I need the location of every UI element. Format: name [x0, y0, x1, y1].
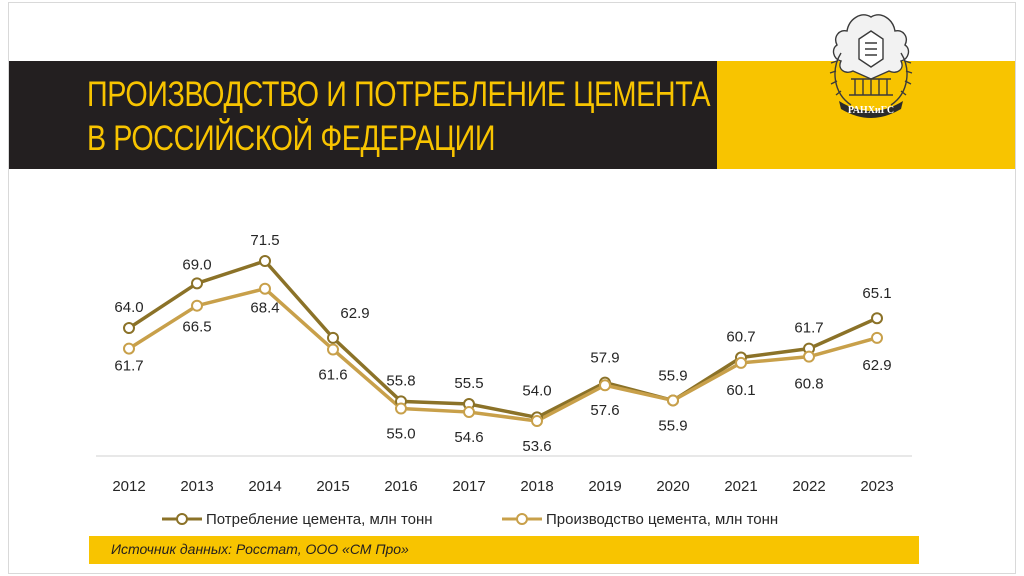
x-tick-label-2018: 2018 — [520, 478, 553, 495]
consumption-legend-label: Потребление цемента, млн тонн — [206, 511, 433, 528]
production-label-2018: 53.6 — [522, 438, 551, 455]
x-tick-label-2019: 2019 — [588, 478, 621, 495]
consumption-label-2023: 65.1 — [862, 285, 891, 302]
slide: ПРОИЗВОДСТВО И ПОТРЕБЛЕНИЕ ЦЕМЕНТА В РОС… — [8, 2, 1016, 574]
production-label-2015: 61.6 — [318, 366, 347, 383]
x-tick-label-2012: 2012 — [112, 478, 145, 495]
production-label-2023: 62.9 — [862, 357, 891, 374]
production-point-2013 — [191, 299, 203, 312]
production-series-line — [128, 286, 878, 423]
production-label-2012: 61.7 — [114, 358, 143, 375]
consumption-series-line — [128, 259, 878, 420]
x-tick-label-2015: 2015 — [316, 478, 349, 495]
consumption-label-2021: 60.7 — [726, 329, 755, 346]
x-tick-label-2021: 2021 — [724, 478, 757, 495]
title-bar — [9, 61, 717, 169]
consumption-point-2012 — [123, 322, 135, 335]
production-point-2016 — [395, 402, 407, 415]
x-tick-label-2014: 2014 — [248, 478, 281, 495]
production-legend-marker — [516, 513, 528, 525]
consumption-label-2013: 69.0 — [182, 256, 211, 273]
consumption-label-2016: 55.8 — [386, 372, 415, 389]
consumption-label-2017: 55.5 — [454, 375, 483, 392]
production-label-2021: 60.1 — [726, 382, 755, 399]
x-tick-label-2016: 2016 — [384, 478, 417, 495]
production-point-2022 — [803, 350, 815, 363]
production-point-2017 — [463, 406, 475, 419]
consumption-point-2014 — [259, 255, 271, 267]
consumption-label-2014: 71.5 — [250, 232, 279, 249]
x-tick-label-2017: 2017 — [452, 478, 485, 495]
ranepa-emblem-icon: РАНХиГС — [829, 14, 913, 118]
production-label-2016: 55.0 — [386, 425, 415, 442]
production-point-2015 — [327, 343, 339, 356]
production-point-2020 — [667, 394, 679, 407]
production-label-2013: 66.5 — [182, 319, 211, 336]
x-tick-label-2023: 2023 — [860, 478, 893, 495]
consumption-point-2015 — [327, 331, 339, 344]
x-tick-label-2020: 2020 — [656, 478, 689, 495]
consumption-label-2020: 55.9 — [658, 367, 687, 384]
production-label-2022: 60.8 — [794, 376, 823, 393]
production-label-2014: 68.4 — [250, 300, 279, 317]
production-point-2023 — [871, 331, 883, 344]
production-label-2017: 54.6 — [454, 429, 483, 446]
production-legend-label: Производство цемента, млн тонн — [546, 511, 778, 528]
production-point-2012 — [123, 342, 135, 355]
source-text: Источник данных: Росстат, ООО «СМ Про» — [111, 541, 409, 557]
production-point-2014 — [259, 282, 271, 295]
production-label-2019: 57.6 — [590, 402, 619, 419]
consumption-label-2015: 62.9 — [340, 305, 369, 322]
consumption-label-2018: 54.0 — [522, 382, 551, 399]
production-point-2021 — [735, 356, 747, 369]
title-line-2: В РОССИЙСКОЙ ФЕДЕРАЦИИ — [87, 119, 496, 158]
emblem-label: РАНХиГС — [848, 105, 894, 116]
consumption-label-2019: 57.9 — [590, 350, 619, 367]
consumption-label-2022: 61.7 — [794, 320, 823, 337]
consumption-label-2012: 64.0 — [114, 299, 143, 316]
source-bar — [89, 536, 919, 564]
consumption-legend-marker — [176, 513, 188, 525]
x-tick-label-2022: 2022 — [792, 478, 825, 495]
consumption-point-2013 — [191, 277, 203, 290]
consumption-point-2023 — [871, 312, 883, 325]
production-label-2020: 55.9 — [658, 417, 687, 434]
production-point-2018 — [531, 415, 543, 427]
production-point-2019 — [599, 379, 611, 392]
x-tick-label-2013: 2013 — [180, 478, 213, 495]
